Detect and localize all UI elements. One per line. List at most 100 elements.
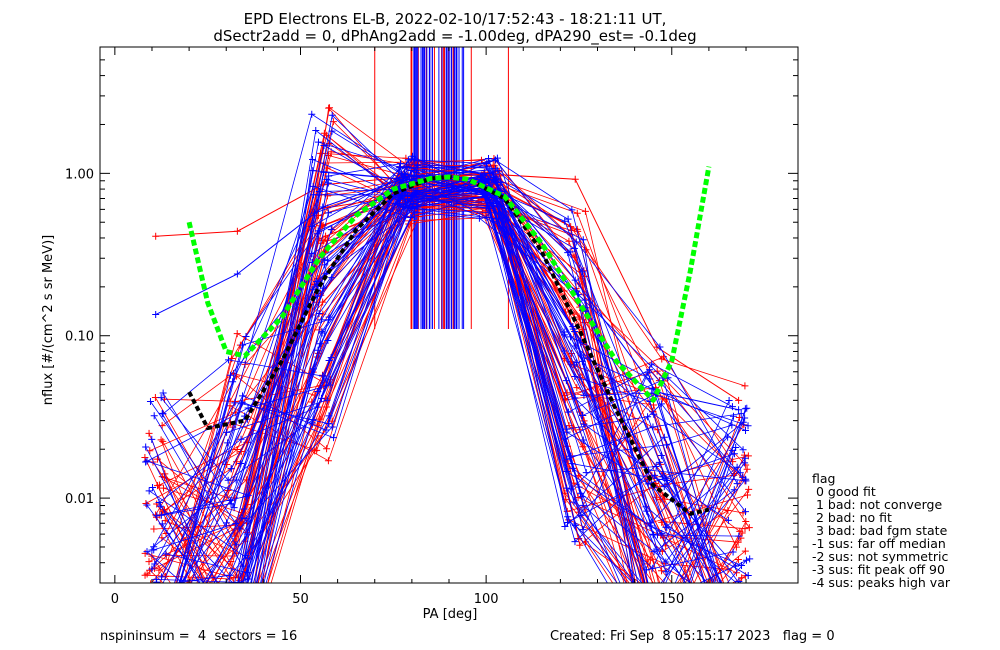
red-point [735, 413, 743, 421]
blue-trace [160, 185, 634, 583]
legend-item: 3 bad: bad fgm state [812, 523, 948, 538]
blue-point [236, 615, 243, 622]
blue-trace [161, 163, 738, 583]
blue-trace [205, 181, 646, 583]
blue-point [312, 126, 320, 134]
blue-trace [173, 192, 749, 583]
blue-point [561, 217, 569, 225]
blue-point [656, 343, 664, 351]
red-point [732, 595, 739, 602]
blue-point [238, 514, 246, 522]
footer-left: nspininsum = 4 sectors = 16 [100, 629, 297, 644]
blue-trace [156, 195, 740, 583]
blue-point [152, 311, 160, 319]
red-point [145, 558, 153, 566]
blue-point [309, 182, 317, 190]
red-point [573, 209, 581, 217]
x-tick-label: 50 [292, 592, 309, 607]
blue-trace [145, 171, 746, 583]
blue-point [660, 433, 668, 441]
blue-trace [224, 159, 691, 583]
blue-point [156, 502, 164, 510]
blue-trace [178, 189, 729, 583]
blue-point [663, 441, 671, 449]
red-trace [149, 212, 625, 583]
blue-point [142, 443, 150, 451]
blue-point [224, 476, 232, 484]
red-point [733, 599, 740, 606]
blue-point [655, 620, 662, 627]
red-point [742, 518, 750, 526]
red-point [230, 604, 237, 611]
blue-point [408, 155, 416, 163]
blue-point [650, 548, 658, 556]
red-point [743, 491, 751, 499]
data-layer [141, 47, 754, 627]
blue-point [327, 226, 335, 234]
blue-point [580, 420, 588, 428]
blue-point [237, 460, 245, 468]
red-trace [188, 185, 725, 583]
red-point [745, 485, 753, 493]
blue-point [233, 606, 240, 613]
blue-point [730, 450, 738, 458]
blue-point [158, 409, 166, 417]
blue-point [314, 138, 322, 146]
red-trace [154, 191, 720, 583]
blue-point [560, 331, 568, 339]
red-trace [162, 190, 666, 583]
blue-point [323, 396, 331, 404]
blue-point [729, 548, 737, 556]
blue-point [320, 168, 328, 176]
blue-point [231, 399, 239, 407]
red-point [242, 476, 250, 484]
red-point [575, 280, 583, 288]
red-point [228, 616, 235, 623]
blue-point [739, 446, 747, 454]
blue-point [158, 588, 165, 595]
red-point [475, 198, 483, 206]
red-point [324, 152, 332, 160]
red-point [741, 547, 749, 555]
red-point [734, 584, 741, 591]
blue-point [572, 238, 580, 246]
blue-point [321, 261, 329, 269]
blue-point [157, 394, 165, 402]
blue-point [237, 583, 244, 590]
blue-point [235, 578, 243, 583]
red-point [229, 590, 236, 597]
legend-item: -3 sus: fit peak off 90 [812, 562, 945, 577]
x-tick-label: 150 [659, 592, 684, 607]
blue-point [646, 366, 654, 374]
blue-point [143, 615, 150, 622]
blue-point [571, 521, 579, 529]
blue-point [724, 516, 732, 524]
blue-point [578, 493, 586, 501]
red-point [233, 330, 241, 338]
blue-point [309, 155, 317, 163]
blue-point [315, 310, 323, 318]
blue-point [238, 341, 246, 349]
red-point [653, 367, 661, 375]
blue-point [729, 412, 737, 420]
blue-point [734, 609, 741, 616]
blue-point [226, 496, 234, 504]
blue-point [313, 277, 321, 285]
blue-point [732, 443, 740, 451]
blue-point [161, 606, 168, 613]
red-point [311, 447, 319, 455]
red-point [732, 611, 739, 618]
blue-point [324, 179, 332, 187]
blue-point [158, 520, 166, 528]
red-point [565, 237, 573, 245]
blue-trace [148, 177, 747, 583]
red-point [745, 524, 753, 532]
red-point [153, 455, 161, 463]
blue-point [571, 538, 579, 546]
red-point [160, 592, 167, 599]
blue-trace [184, 207, 717, 583]
blue-point [743, 588, 750, 595]
blue-point [325, 313, 333, 321]
blue-point [152, 582, 154, 583]
